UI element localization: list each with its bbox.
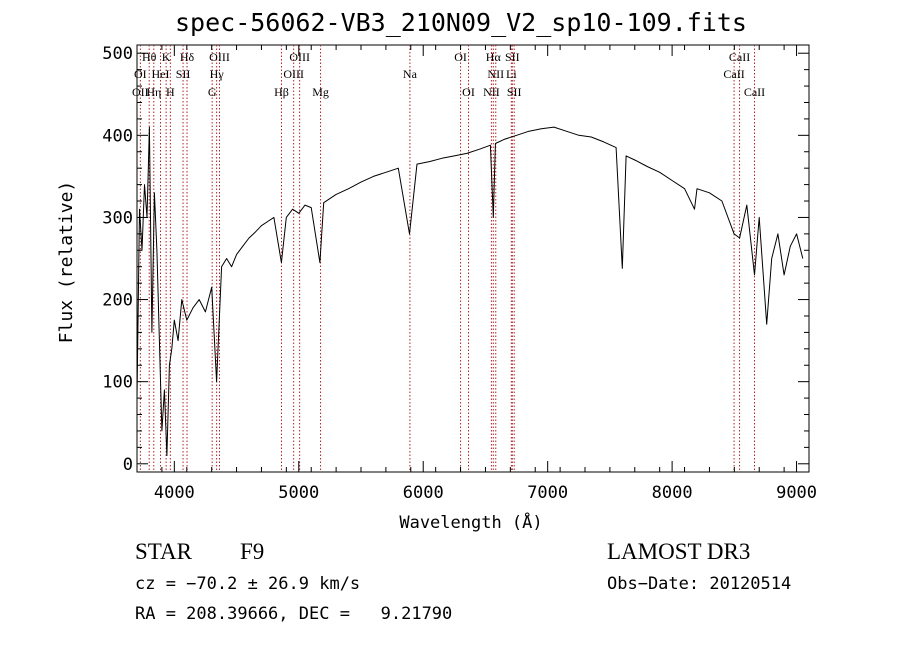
y-tick-label: 300 <box>102 208 133 228</box>
line-label: SII <box>176 67 191 81</box>
line-label: OI <box>462 85 475 99</box>
line-label: H <box>166 85 175 99</box>
line-label: Hδ <box>180 50 195 64</box>
object-subclass: F9 <box>240 539 265 564</box>
line-label: Hη <box>146 85 161 99</box>
line-label: Hθ <box>142 50 157 64</box>
redshift-text: cz = −70.2 ± 26.9 km/s <box>135 574 361 594</box>
line-label: Na <box>403 67 418 81</box>
line-label: CaII <box>723 67 744 81</box>
line-label: NII <box>483 85 500 99</box>
y-tick-label: 500 <box>102 44 133 64</box>
x-tick-label: 8000 <box>652 483 693 503</box>
x-tick-label: 9000 <box>776 483 817 503</box>
line-label: SII <box>505 50 520 64</box>
line-label: Hα <box>486 50 502 64</box>
x-axis-label: Wavelength (Å) <box>399 511 542 533</box>
line-label: Li <box>506 67 517 81</box>
spectrum-line <box>136 126 804 457</box>
obs-date: Obs−Date: 20120514 <box>607 574 792 594</box>
chart-title: spec-56062-VB3_210N09_V2_sp10-109.fits <box>175 8 747 37</box>
line-label: Mg <box>312 85 329 99</box>
y-tick-label: 200 <box>102 291 133 311</box>
line-label: Hγ <box>210 67 225 81</box>
object-class: STAR <box>135 539 192 564</box>
x-tick-label: 4000 <box>154 483 195 503</box>
line-label: OI <box>454 50 467 64</box>
line-label: CaII <box>744 85 765 99</box>
line-label: OIII <box>283 67 304 81</box>
line-label: Hβ <box>274 85 289 99</box>
y-axis-label: Flux (relative) <box>56 181 77 344</box>
x-tick-label: 5000 <box>278 483 319 503</box>
x-tick-label: 6000 <box>403 483 444 503</box>
line-label: OIII <box>289 50 310 64</box>
line-label: OIII <box>209 50 230 64</box>
line-label: SII <box>507 85 522 99</box>
line-label: OII <box>132 85 149 99</box>
survey-name: LAMOST DR3 <box>607 539 751 564</box>
line-label: G <box>208 85 217 99</box>
line-label: OI <box>134 67 147 81</box>
x-tick-label: 7000 <box>527 483 568 503</box>
line-label: NII <box>487 67 504 81</box>
line-label: CaII <box>729 50 750 64</box>
line-label: K <box>162 50 171 64</box>
plot-frame <box>136 44 810 473</box>
line-label: HeI <box>152 67 170 81</box>
coordinates: RA = 208.39666, DEC = 9.21790 <box>135 604 453 624</box>
y-tick-label: 0 <box>123 455 133 475</box>
y-tick-label: 400 <box>102 126 133 146</box>
y-tick-label: 100 <box>102 373 133 393</box>
